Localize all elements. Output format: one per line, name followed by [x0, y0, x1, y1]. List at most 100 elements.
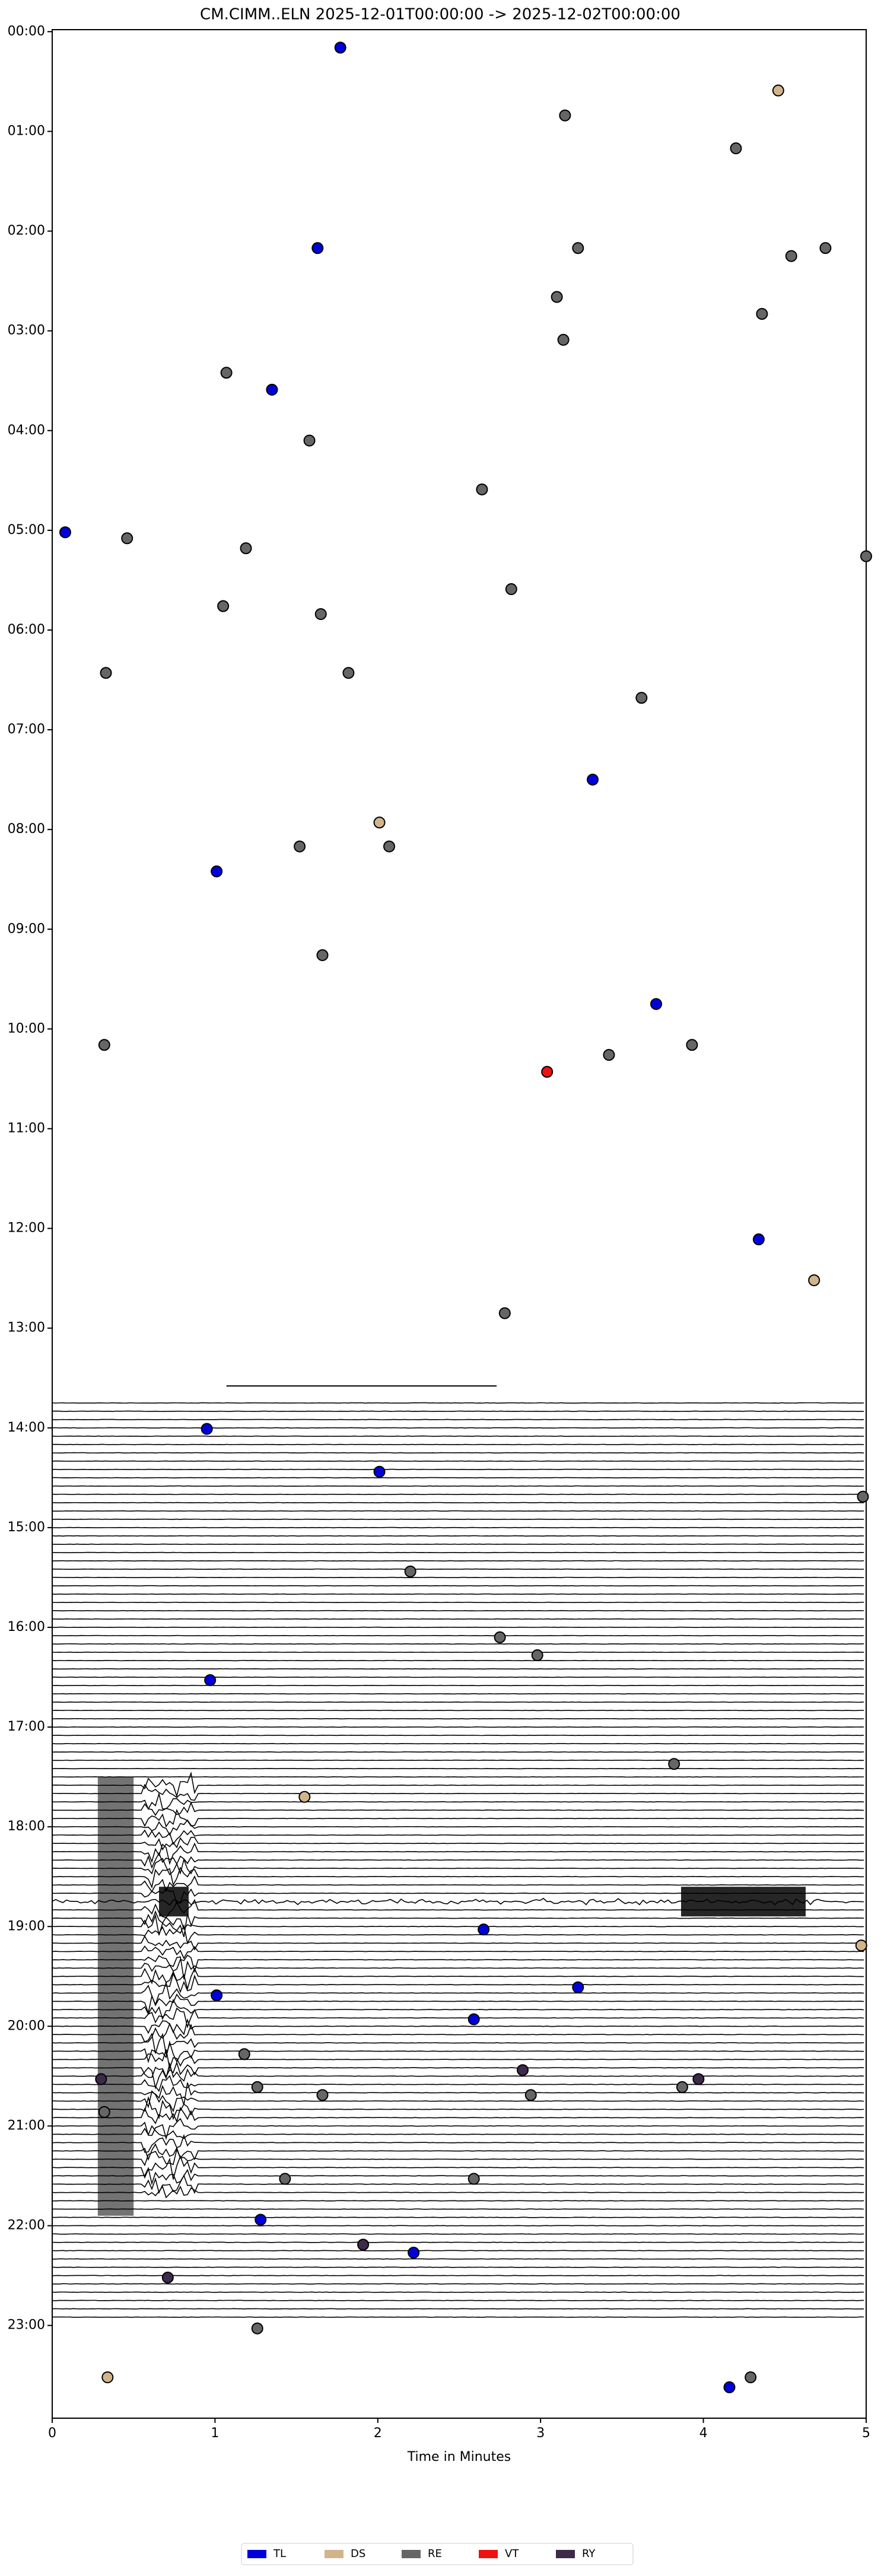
event-marker: [756, 308, 768, 320]
trace: [52, 1945, 864, 1960]
trace: [52, 1759, 864, 1761]
y-tick-label: 01:00: [8, 123, 45, 138]
trace: [52, 2095, 864, 2120]
event-marker: [95, 2073, 107, 2085]
trace: [52, 1419, 864, 1420]
trace: [52, 1485, 864, 1487]
trace: [52, 1535, 864, 1537]
event-marker: [373, 816, 386, 829]
trace: [52, 1734, 864, 1737]
trace: [52, 1924, 864, 1945]
trace: [52, 1601, 864, 1604]
event-marker: [238, 2048, 250, 2060]
trace: [52, 2148, 864, 2167]
event-marker: [785, 250, 797, 262]
event-marker: [686, 1039, 698, 1051]
x-axis-label: Time in Minutes: [407, 2450, 511, 2464]
y-tick-label: 07:00: [8, 722, 45, 737]
event-marker: [557, 333, 570, 346]
y-tick-label: 20:00: [8, 2018, 45, 2033]
event-marker: [316, 949, 329, 961]
legend-label: VT: [505, 2548, 519, 2560]
trace: [52, 1684, 864, 1687]
trace: [52, 2275, 864, 2276]
event-marker: [668, 1758, 680, 1770]
event-marker: [404, 1565, 416, 1578]
y-tick-label: 19:00: [8, 1919, 45, 1933]
y-tick-label: 23:00: [8, 2318, 45, 2333]
event-marker: [101, 2371, 114, 2384]
event-marker: [314, 608, 327, 621]
trace: [52, 2032, 864, 2056]
trace: [52, 1783, 864, 1801]
y-tick-label: 00:00: [8, 24, 45, 39]
event-marker: [692, 2073, 705, 2085]
trace: [52, 1993, 864, 2015]
trace: [52, 1801, 864, 1817]
event-marker: [494, 1631, 506, 1643]
event-marker: [279, 2173, 291, 2185]
legend-frame: [241, 2543, 634, 2565]
y-tick-label: 04:00: [8, 423, 45, 438]
event-marker: [251, 2081, 263, 2093]
trace: [52, 2143, 864, 2161]
trace: [52, 2200, 864, 2202]
event-marker: [98, 1039, 110, 1051]
event-marker: [98, 2106, 110, 2118]
legend-swatch: [325, 2550, 344, 2558]
event-marker: [334, 42, 346, 54]
trace: [52, 1980, 864, 2006]
trace: [52, 2241, 864, 2243]
y-tick-label: 22:00: [8, 2218, 45, 2233]
legend-swatch: [402, 2550, 421, 2558]
trace: [52, 1837, 864, 1851]
trace: [52, 2007, 864, 2029]
burst: [681, 1887, 806, 1917]
event-marker: [745, 2371, 757, 2384]
event-marker: [467, 2173, 480, 2185]
trace: [52, 2125, 864, 2139]
event-marker: [204, 1674, 217, 1687]
y-tick-label: 08:00: [8, 822, 45, 837]
event-marker: [211, 1989, 223, 2002]
event-marker: [772, 84, 784, 97]
event-marker: [524, 2089, 537, 2101]
trace: [52, 1875, 864, 1893]
trace: [52, 2133, 864, 2153]
trace: [52, 1593, 864, 1595]
event-marker: [498, 1307, 511, 1319]
event-marker: [316, 2089, 329, 2101]
trace: [52, 1842, 864, 1865]
event-marker: [752, 1233, 765, 1246]
trace: [52, 1651, 864, 1653]
event-marker: [100, 667, 112, 679]
y-tick-label: 05:00: [8, 523, 45, 538]
event-marker: [408, 2246, 420, 2259]
y-tick-label: 12:00: [8, 1221, 45, 1236]
trace: [52, 1808, 864, 1828]
event-marker: [251, 2322, 263, 2335]
trace: [52, 1954, 864, 1973]
event-marker: [587, 774, 599, 786]
event-marker: [572, 1981, 584, 1993]
legend-swatch: [247, 2550, 266, 2558]
trace: [52, 2075, 864, 2092]
event-marker: [808, 1274, 820, 1286]
event-marker: [478, 1923, 490, 1936]
y-tick-label: 18:00: [8, 1819, 45, 1834]
trace: [52, 1792, 864, 1811]
event-marker: [211, 865, 223, 877]
burst: [159, 1887, 189, 1917]
trace: [52, 2049, 864, 2071]
trace: [52, 2062, 864, 2090]
x-tick-label: 1: [211, 2426, 219, 2441]
trace: [52, 1858, 864, 1876]
trace: [52, 1999, 864, 2021]
trace: [52, 1913, 864, 1938]
trace: [52, 1643, 864, 1645]
event-marker: [730, 142, 742, 155]
x-tick-label: 0: [48, 2426, 56, 2441]
trace: [52, 1972, 864, 1993]
trace: [52, 1751, 864, 1753]
